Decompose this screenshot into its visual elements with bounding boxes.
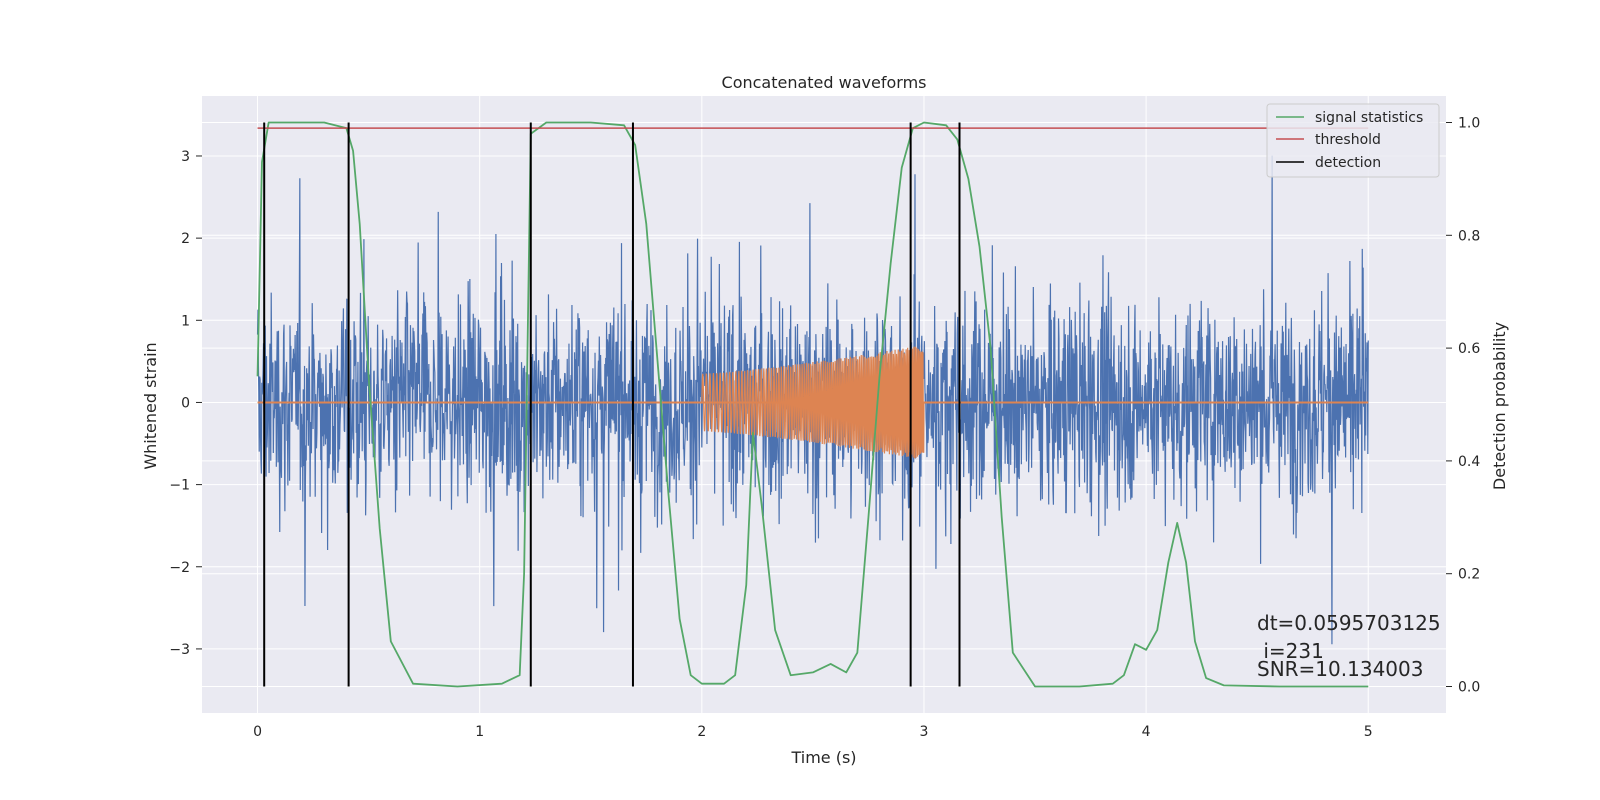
- signal-statistics-line: [256, 121, 1369, 688]
- signal-statistics-series: [256, 121, 1369, 688]
- y-tick-label: 0: [181, 395, 190, 411]
- chart-title: Concatenated waveforms: [722, 73, 927, 92]
- x-tick-label: 1: [475, 724, 484, 740]
- annotation-snr: SNR=10.134003: [1257, 657, 1423, 681]
- y-tick-label: −1: [169, 478, 190, 494]
- noise-series: [256, 155, 1369, 645]
- annotation-dt: dt=0.0595703125: [1257, 611, 1441, 635]
- y2-tick-label: 0.6: [1458, 341, 1480, 357]
- y-tick-label: −2: [169, 560, 190, 576]
- y2-tick-label: 0.4: [1458, 454, 1480, 470]
- y-axis-ticks: 3 2 1 0 −1 −2 −3: [169, 149, 202, 658]
- legend-label-threshold: threshold: [1315, 132, 1381, 148]
- detection-series: [263, 122, 961, 687]
- legend-label-detection: detection: [1315, 155, 1381, 171]
- x-tick-label: 2: [697, 724, 706, 740]
- x-tick-label: 0: [253, 724, 262, 740]
- y-tick-label: −3: [169, 642, 190, 658]
- y2-axis-label: Detection probability: [1490, 322, 1509, 490]
- annotation-index: i=231: [1257, 639, 1324, 663]
- x-axis-ticks: 0 1 2 3 4 5: [253, 724, 1373, 740]
- y-tick-label: 2: [181, 231, 190, 247]
- legend-label-signal-statistics: signal statistics: [1315, 110, 1423, 126]
- y-tick-label: 3: [181, 149, 190, 165]
- y2-tick-label: 1.0: [1458, 116, 1480, 132]
- injected-signal-series: [257, 346, 1369, 459]
- y2-tick-label: 0.0: [1458, 679, 1480, 695]
- y-tick-label: 1: [181, 313, 190, 329]
- injected-signal-chirp: [701, 346, 925, 459]
- noise-line: [256, 155, 1369, 645]
- x-axis-label: Time (s): [790, 748, 856, 767]
- x-tick-label: 4: [1142, 724, 1151, 740]
- y2-axis-ticks: 1.0 0.8 0.6 0.4 0.2 0.0: [1446, 116, 1480, 695]
- x-tick-label: 5: [1364, 724, 1373, 740]
- legend: signal statistics threshold detection: [1266, 103, 1440, 178]
- y2-tick-label: 0.2: [1458, 567, 1480, 583]
- x-tick-label: 3: [920, 724, 929, 740]
- legend-box: [1266, 103, 1440, 178]
- y-axis-label: Whitened strain: [141, 342, 160, 469]
- y2-tick-label: 0.8: [1458, 228, 1480, 244]
